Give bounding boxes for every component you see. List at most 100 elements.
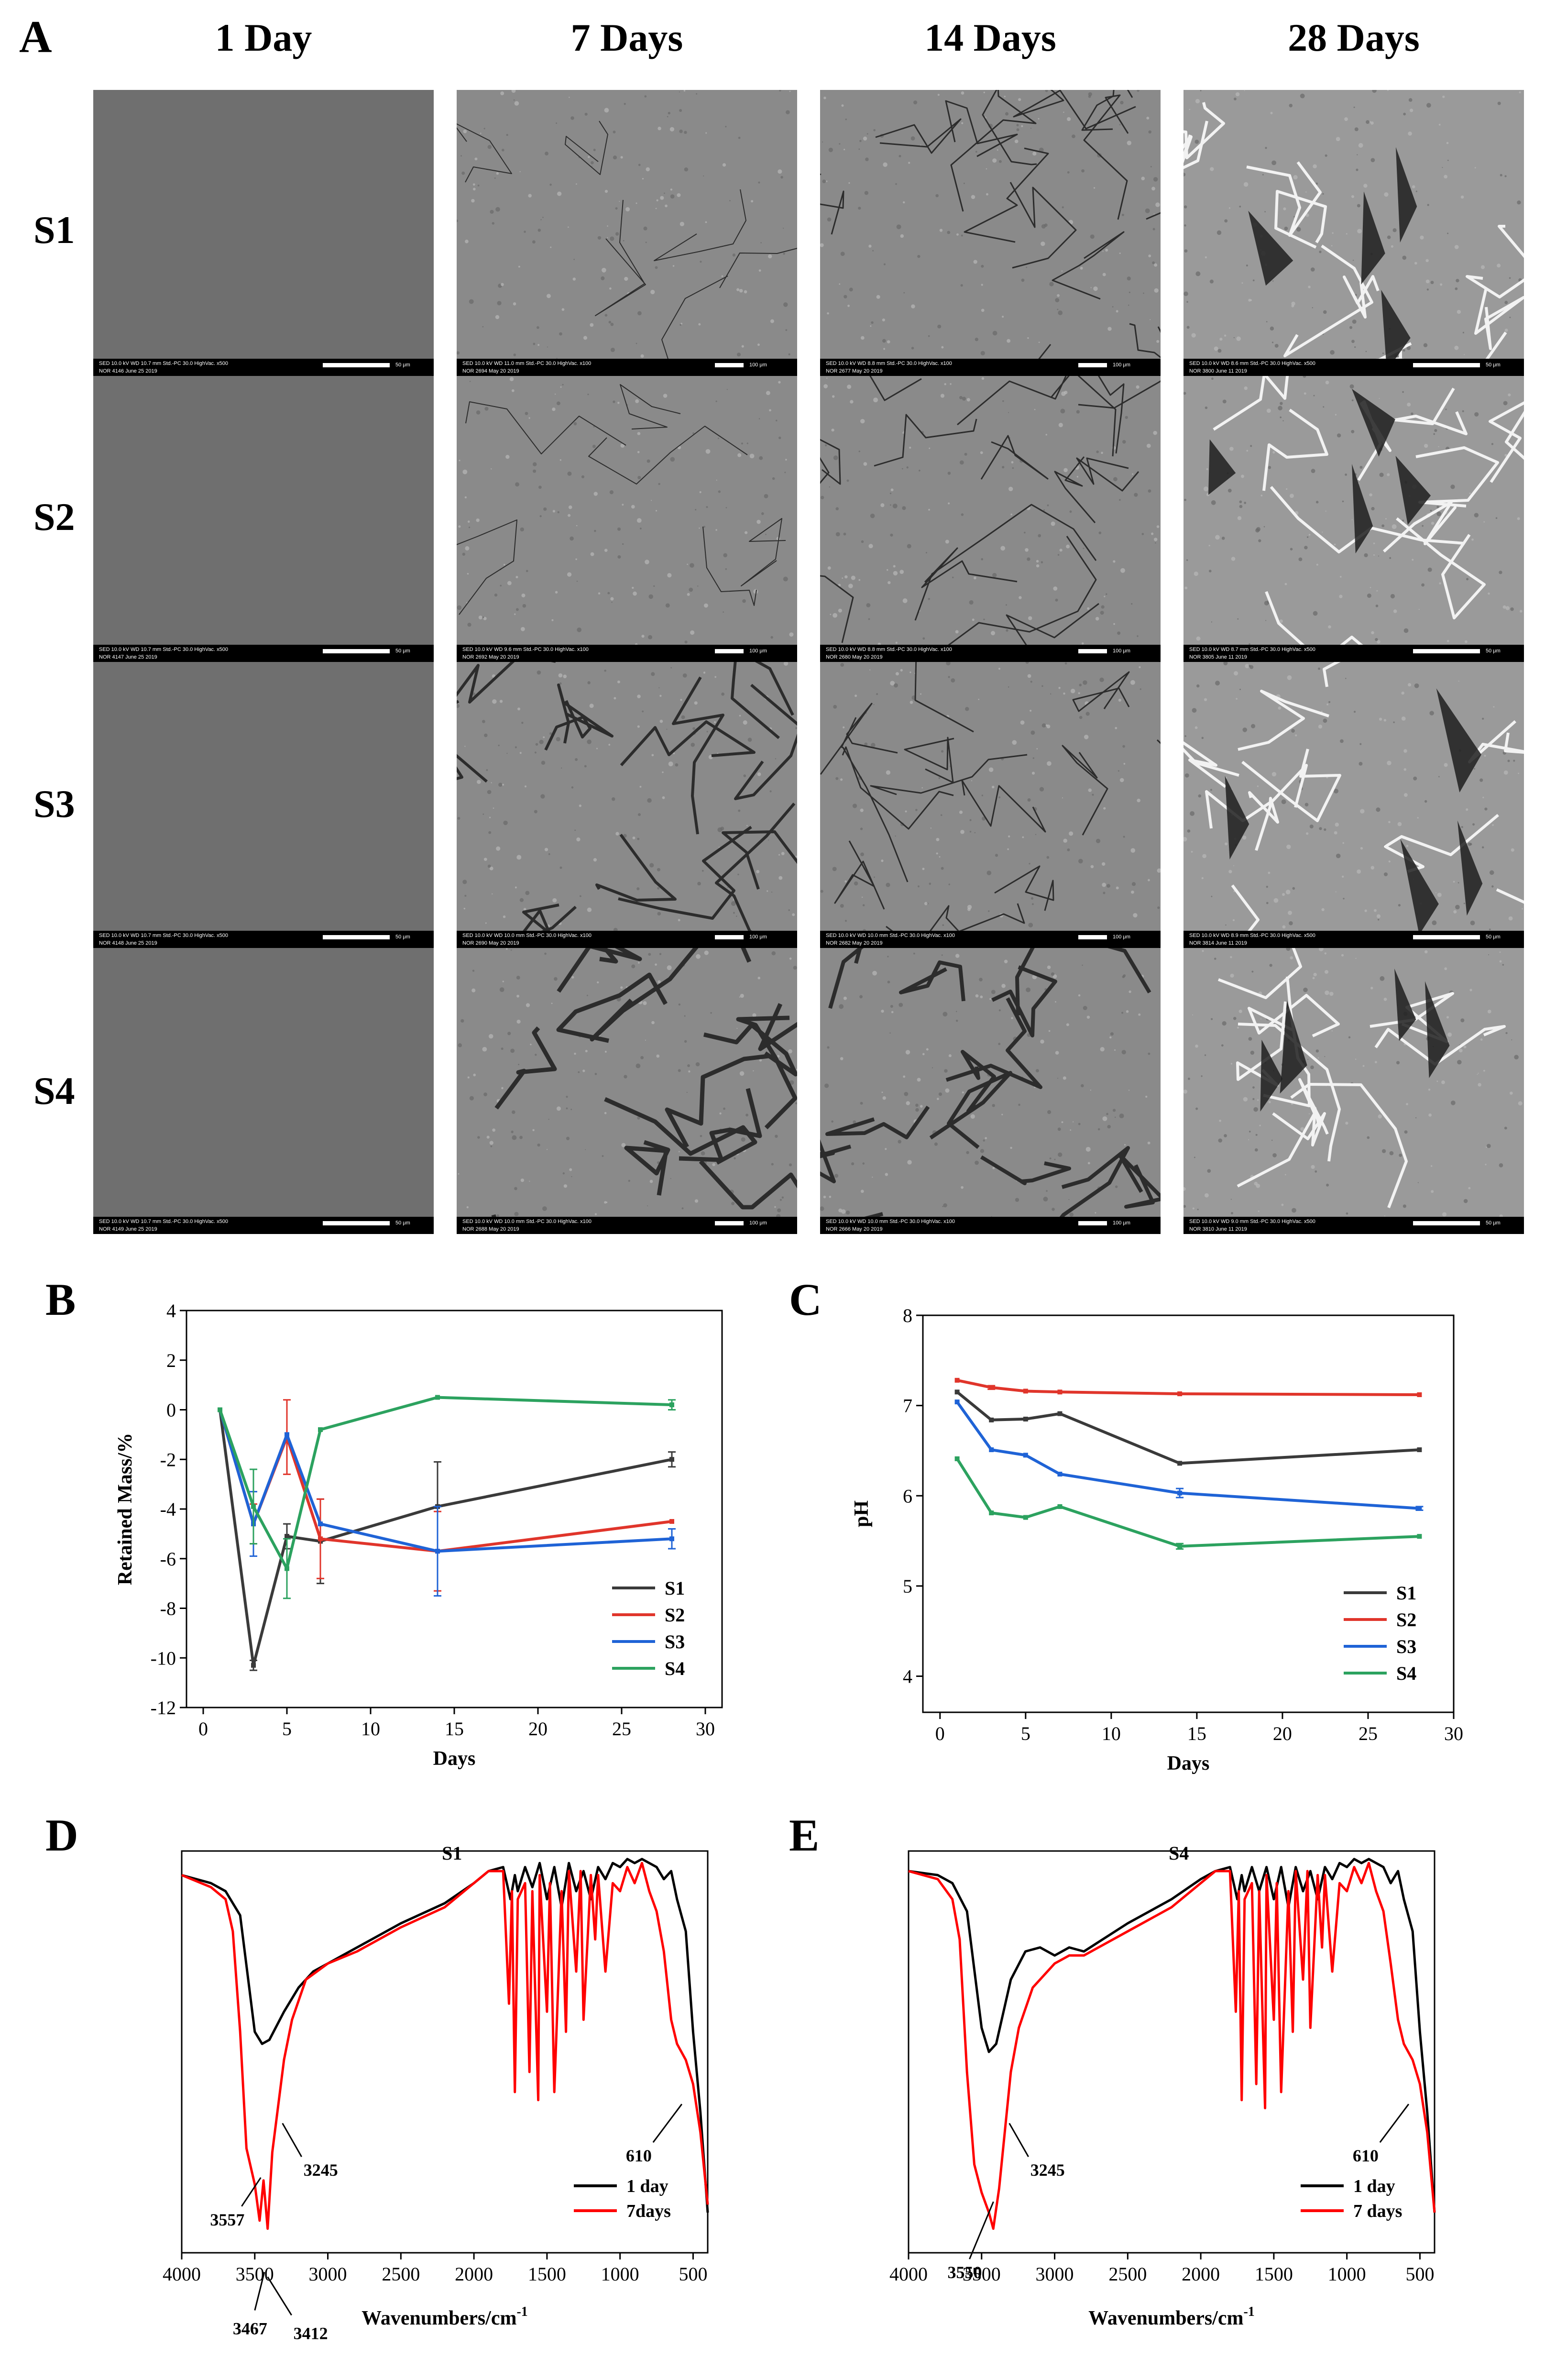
sem-speckle: [895, 641, 898, 644]
sem-speckle: [1307, 1058, 1309, 1060]
sem-crack: [457, 519, 517, 615]
sem-speckle: [1236, 698, 1238, 700]
plot-frame: [186, 1310, 723, 1708]
annotation-arrow: [282, 2123, 302, 2157]
sem-speckle: [1021, 125, 1023, 127]
sem-speckle: [1310, 267, 1315, 272]
legend-label: S2: [665, 1604, 685, 1626]
sem-speckle: [1102, 273, 1106, 276]
sem-speckle: [998, 796, 1001, 799]
sem-speckle: [515, 482, 520, 487]
sem-speckle: [575, 758, 578, 761]
data-point: [1023, 1388, 1028, 1394]
sem-speckle: [1401, 691, 1404, 695]
sem-speckle: [1083, 1006, 1087, 1010]
sem-speckle: [992, 331, 997, 336]
sem-speckle: [759, 1058, 762, 1062]
sem-speckle: [1345, 1122, 1348, 1125]
sem-speckle: [1020, 720, 1025, 725]
sem-speckle: [959, 396, 963, 399]
sem-speckle: [477, 1136, 480, 1139]
sem-speckle: [1349, 326, 1353, 329]
sem-background: [457, 376, 797, 645]
sem-speckle: [1469, 492, 1471, 494]
sem-speckle: [1497, 264, 1501, 268]
sem-speckle: [757, 343, 760, 346]
sem-speckle: [840, 904, 844, 908]
sem-speckle: [473, 1073, 476, 1077]
sem-speckle: [983, 91, 985, 93]
sem-speckle: [622, 504, 624, 506]
sem-speckle: [1360, 809, 1365, 814]
sem-speckle: [607, 237, 608, 238]
sem-speckle: [832, 395, 835, 398]
scale-bar: [1413, 649, 1480, 653]
sem-speckle: [1286, 948, 1291, 951]
sem-speckle: [1268, 466, 1271, 469]
data-point: [1417, 1447, 1422, 1453]
sem-speckle: [464, 746, 466, 747]
sem-speckle: [1006, 629, 1008, 632]
sem-speckle: [1354, 346, 1356, 348]
sem-speckle: [1366, 120, 1370, 124]
sem-speckle: [499, 700, 503, 703]
sem-speckle: [490, 209, 494, 214]
sem-speckle: [778, 436, 781, 440]
sem-speckle: [483, 128, 485, 130]
data-point: [1177, 1543, 1183, 1549]
sem-speckle: [1315, 501, 1319, 504]
sem-speckle: [587, 394, 589, 396]
sem-speckle: [483, 1092, 487, 1096]
sem-speckle: [1339, 595, 1343, 598]
sem-crack: [1375, 342, 1412, 359]
data-point: [435, 1395, 440, 1400]
sem-speckle: [1335, 822, 1339, 827]
x-tick-label: 1000: [601, 2263, 639, 2285]
sem-speckle: [677, 193, 681, 197]
sem-speckle: [467, 520, 470, 523]
sem-speckle: [861, 896, 863, 898]
sem-speckle: [1367, 593, 1371, 598]
row-header-s3: S3: [33, 782, 75, 826]
sem-speckle: [1258, 1210, 1260, 1212]
sem-speckle: [1313, 164, 1317, 169]
spectrum-line: [181, 1858, 709, 2213]
sem-speckle: [929, 882, 931, 885]
sem-speckle: [907, 1160, 912, 1165]
sem-speckle: [645, 242, 647, 243]
sem-speckle: [939, 229, 943, 232]
sem-speckle: [1030, 709, 1032, 712]
sem-speckle: [1012, 467, 1014, 469]
sem-speckle: [975, 338, 978, 342]
sem-speckle: [1384, 192, 1389, 197]
sem-speckle: [544, 952, 547, 955]
sem-speckle: [905, 810, 907, 813]
sem-speckle: [1437, 892, 1442, 897]
sem-speckle: [1309, 824, 1314, 829]
sem-speckle: [570, 536, 574, 541]
sem-speckle: [851, 1162, 855, 1166]
sem-speckle: [1152, 261, 1155, 264]
sem-speckle: [1436, 1080, 1438, 1082]
sem-crack: [523, 905, 577, 931]
sem-speckle: [1069, 1212, 1074, 1217]
sem-info-line2: NOR 4147 June 25 2019: [99, 654, 157, 660]
sem-speckle: [1047, 1110, 1052, 1114]
series-line-s4: [956, 1458, 1420, 1548]
sem-speckle: [938, 777, 941, 779]
sem-speckle: [686, 1091, 688, 1093]
sem-speckle: [1280, 416, 1282, 419]
series-line-s4: [219, 1396, 672, 1570]
sem-info-line2: NOR 3810 June 11 2019: [1189, 1226, 1247, 1232]
sem-image-s2-col2: SED 10.0 kV WD 9.6 mm Std.-PC 30.0 HighV…: [457, 376, 797, 662]
sem-speckle: [1399, 1154, 1403, 1157]
sem-speckle: [606, 1201, 608, 1203]
sem-crack: [1466, 225, 1524, 298]
sem-speckle: [1374, 909, 1377, 912]
sem-info-bar: SED 10.0 kV WD 8.7 mm Std.-PC 30.0 HighV…: [1183, 645, 1524, 662]
series-line-s1: [219, 1410, 672, 1667]
data-point: [318, 1427, 323, 1432]
spectrum-title: S1: [442, 1842, 462, 1864]
sem-speckle: [1194, 1157, 1195, 1158]
sem-speckle: [1406, 1103, 1408, 1105]
